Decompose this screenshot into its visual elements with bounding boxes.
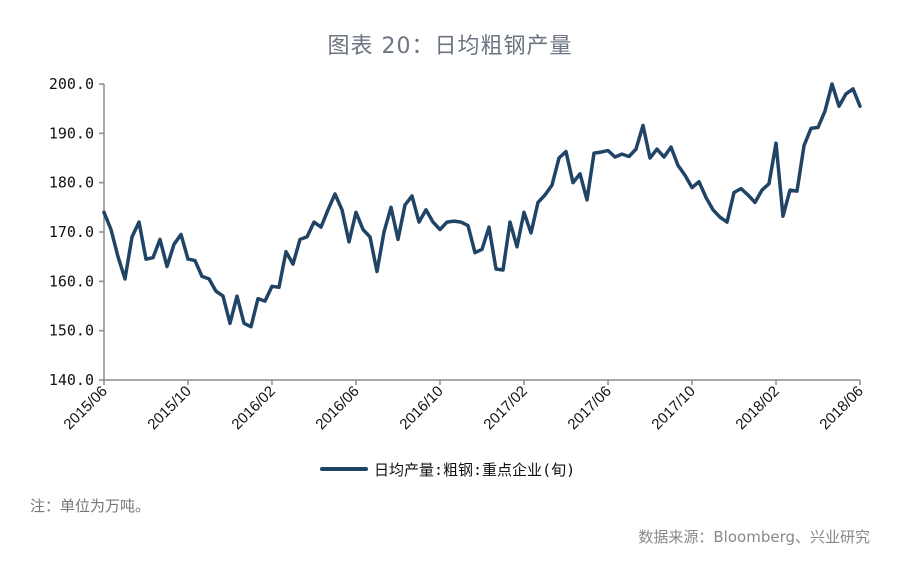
x-tick-label: 2017/02: [480, 383, 530, 433]
x-tick-label: 2016/02: [228, 383, 278, 433]
x-tick-label: 2017/10: [648, 383, 698, 433]
y-axis: 200.0 190.0 180.0 170.0 160.0 150.0 140.0: [49, 75, 105, 389]
legend: 日均产量:粗钢:重点企业(旬): [320, 458, 575, 480]
y-tick-label: 140.0: [49, 371, 94, 389]
x-tick-label: 2018/06: [816, 383, 866, 433]
x-tick-label: 2016/06: [312, 383, 362, 433]
x-tick-label: 2015/06: [60, 383, 110, 433]
unit-note: 注：单位为万吨。: [30, 497, 151, 515]
y-tick-label: 200.0: [49, 75, 94, 93]
y-tick-label: 190.0: [49, 124, 94, 142]
chart-title: 图表 20：日均粗钢产量: [327, 34, 573, 59]
y-tick-label: 150.0: [49, 322, 94, 340]
y-tick-label: 170.0: [49, 223, 94, 241]
series-line: [102, 82, 862, 329]
data-source: 数据来源：Bloomberg、兴业研究: [638, 528, 870, 546]
legend-line-icon: [320, 467, 368, 471]
y-tick-label: 180.0: [49, 174, 94, 192]
x-tick-label: 2018/02: [732, 383, 782, 433]
x-axis: 2015/06 2015/10 2016/02 2016/06 2016/10 2017/…: [60, 379, 867, 433]
x-tick-label: 2017/06: [564, 383, 614, 433]
x-tick-label: 2016/10: [396, 383, 446, 433]
x-tick-label: 2015/10: [144, 383, 194, 433]
y-tick-label: 160.0: [49, 272, 94, 290]
legend-label: 日均产量:粗钢:重点企业(旬): [374, 460, 576, 479]
